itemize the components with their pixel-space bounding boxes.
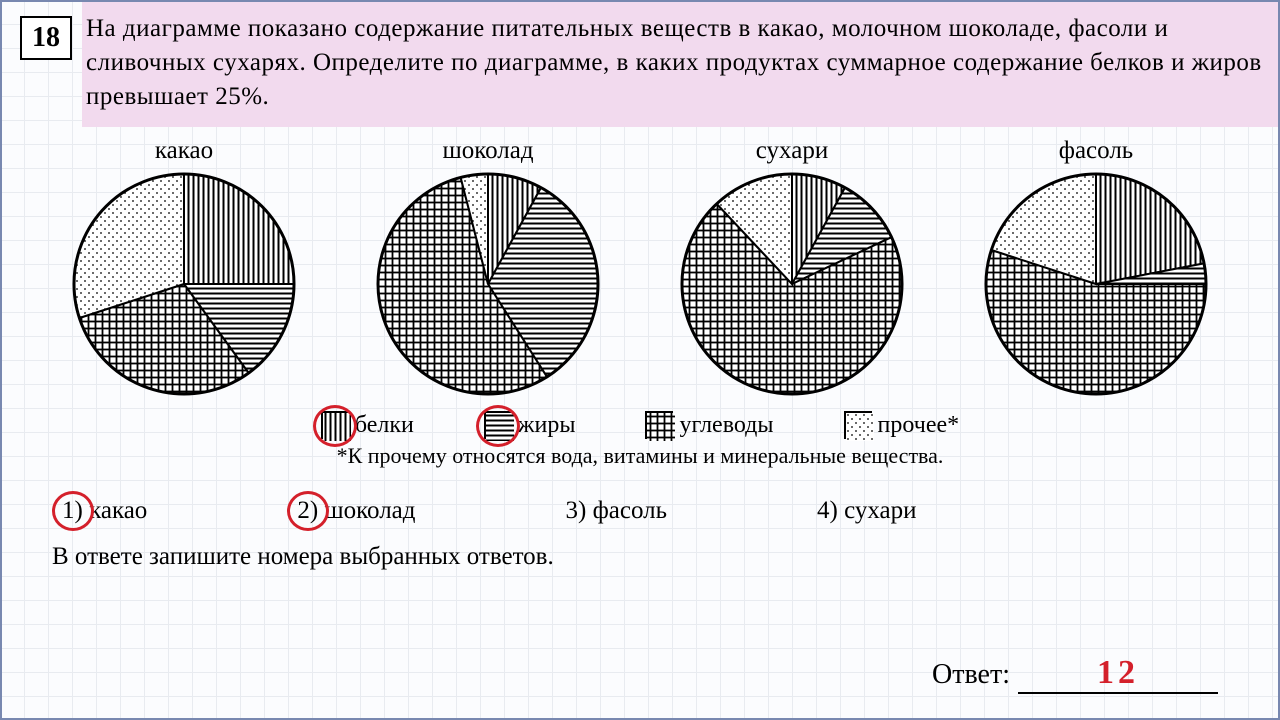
choice-label: шоколад — [324, 497, 415, 524]
legend-label: прочее* — [878, 412, 960, 439]
choice-label: какао — [89, 497, 147, 524]
legend-swatch-icon — [321, 411, 349, 439]
choice-number: 1) — [62, 497, 83, 524]
question-header: 18 На диаграмме показано содержание пита… — [2, 2, 1278, 127]
legend-swatch-icon — [844, 411, 872, 439]
footnote: *К прочему относятся вода, витамины и ми… — [2, 443, 1278, 469]
legend-item-углеводы: углеводы — [645, 411, 773, 439]
question-text: На диаграмме показано содержание питател… — [82, 2, 1278, 127]
pie-chart-icon — [983, 171, 1209, 397]
choice-label: фасоль — [593, 497, 667, 524]
choice-какао: 1) какао — [62, 497, 147, 525]
chart-title: сухари — [679, 137, 905, 165]
choice-сухари: 4) сухари — [817, 497, 917, 525]
choice-шоколад: 2) шоколад — [297, 497, 415, 525]
question-number: 18 — [20, 16, 72, 60]
chart-какао: какао — [71, 137, 297, 397]
legend-label: жиры — [518, 412, 576, 439]
choice-number: 4) — [817, 497, 838, 524]
answer-value: 12 — [1018, 654, 1218, 694]
legend-label: белки — [355, 412, 414, 439]
legend-item-белки: белки — [321, 411, 414, 439]
choice-number: 3) — [565, 497, 586, 524]
chart-сухари: сухари — [679, 137, 905, 397]
pie-chart-icon — [375, 171, 601, 397]
chart-шоколад: шоколад — [375, 137, 601, 397]
choices-row: 1) какао 2) шоколад 3) фасоль 4) сухари — [2, 469, 1278, 525]
pie-chart-icon — [679, 171, 905, 397]
legend-item-жиры: жиры — [484, 411, 576, 439]
choice-label: сухари — [844, 497, 916, 524]
legend-item-прочее*: прочее* — [844, 411, 960, 439]
choice-number: 2) — [297, 497, 318, 524]
legend-label: углеводы — [679, 412, 773, 439]
choice-фасоль: 3) фасоль — [565, 497, 667, 525]
chart-фасоль: фасоль — [983, 137, 1209, 397]
pie-chart-icon — [71, 171, 297, 397]
legend-row: белки жиры углеводы прочее* — [2, 411, 1278, 439]
chart-title: какао — [71, 137, 297, 165]
charts-row: какао шоколад сухари фасоль — [2, 127, 1278, 397]
legend-swatch-icon — [484, 411, 512, 439]
chart-title: шоколад — [375, 137, 601, 165]
answer-label: Ответ: — [932, 659, 1010, 691]
answer-row: Ответ: 12 — [932, 654, 1218, 694]
chart-title: фасоль — [983, 137, 1209, 165]
legend-swatch-icon — [645, 411, 673, 439]
instruction-text: В ответе запишите номера выбранных ответ… — [2, 525, 1278, 571]
